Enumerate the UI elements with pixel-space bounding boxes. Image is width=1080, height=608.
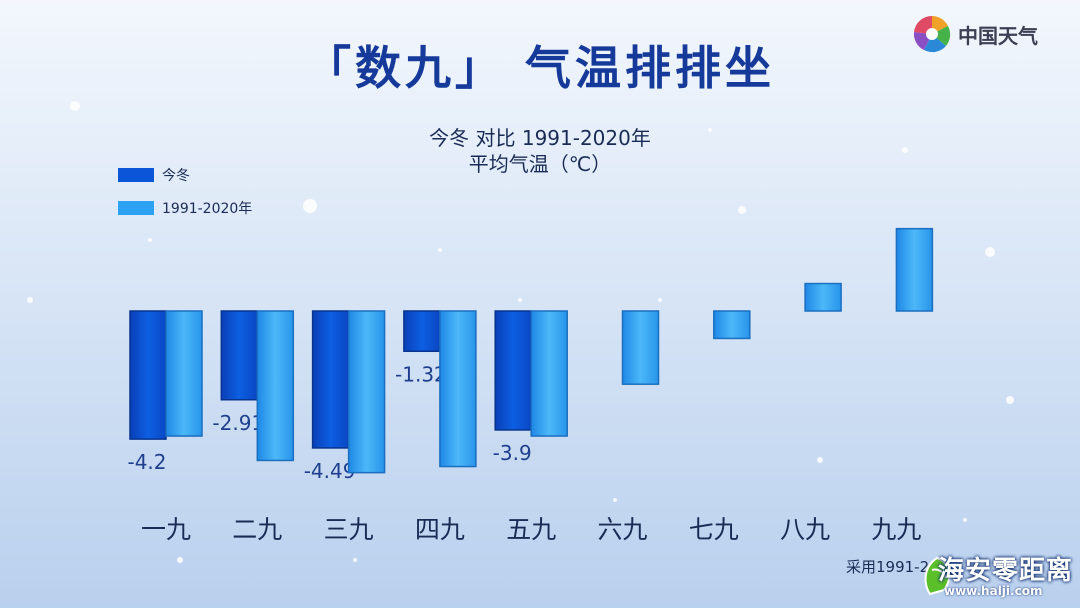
bar-normal-1 [165, 310, 203, 437]
legend-swatch-current [118, 168, 154, 182]
logo-text: 中国天气 [958, 23, 1038, 48]
footnote: 采用1991-2 [846, 558, 930, 576]
category-label-4: 四九 [415, 515, 465, 544]
green-globe-icon [924, 556, 951, 596]
page-title: 「数九」 气温排排坐 [304, 41, 775, 95]
bar-normal-7 [713, 310, 751, 340]
category-label-1: 一九 [141, 515, 191, 544]
bar-normal-3 [347, 310, 386, 474]
bar-current-5 [494, 310, 532, 431]
subtitle-unit: 平均气温（℃） [468, 152, 612, 176]
legend-label-normal: 1991-2020年 [162, 201, 253, 217]
bar-normal-4 [439, 310, 477, 468]
category-label-7: 七九 [689, 515, 739, 544]
legend-item-current: 今冬 [118, 165, 190, 185]
bar-current-1 [129, 310, 167, 440]
category-label-3: 三九 [324, 515, 374, 544]
category-label-2: 二九 [232, 515, 282, 544]
data-label-current-3: -4.49 [304, 459, 356, 483]
data-label-current-2: -2.91 [212, 411, 264, 435]
category-label-6: 六九 [597, 515, 647, 544]
brand-logo: 中国天气 [912, 12, 1038, 56]
bar-normal-2 [256, 310, 295, 462]
data-label-current-1: -4.2 [127, 450, 166, 474]
category-label-5: 五九 [506, 515, 556, 544]
bar-normal-8 [804, 282, 842, 312]
legend-item-normal: 1991-2020年 [118, 198, 252, 218]
bar-current-3 [311, 310, 350, 449]
data-label-current-4: -1.32 [395, 362, 447, 386]
legend-label-current: 今冬 [162, 168, 190, 184]
bar-current-2 [220, 310, 259, 401]
pinwheel-logo-icon [913, 15, 951, 53]
bar-normal-9 [895, 227, 934, 312]
subtitle-comparison: 今冬 对比 1991-2020年 [429, 126, 651, 150]
watermark-url: www.halji.com [944, 584, 1043, 598]
bar-normal-6 [621, 310, 660, 385]
legend-swatch-normal [118, 201, 154, 215]
data-label-current-5: -3.9 [493, 441, 532, 465]
category-label-9: 九九 [871, 515, 921, 544]
watermark-text: 海安零距离 [938, 556, 1074, 586]
watermark: 海安零距离 www.halji.com [920, 548, 1080, 608]
bar-current-4 [403, 310, 441, 353]
category-label-8: 八九 [780, 515, 830, 544]
bar-normal-5 [530, 310, 568, 437]
